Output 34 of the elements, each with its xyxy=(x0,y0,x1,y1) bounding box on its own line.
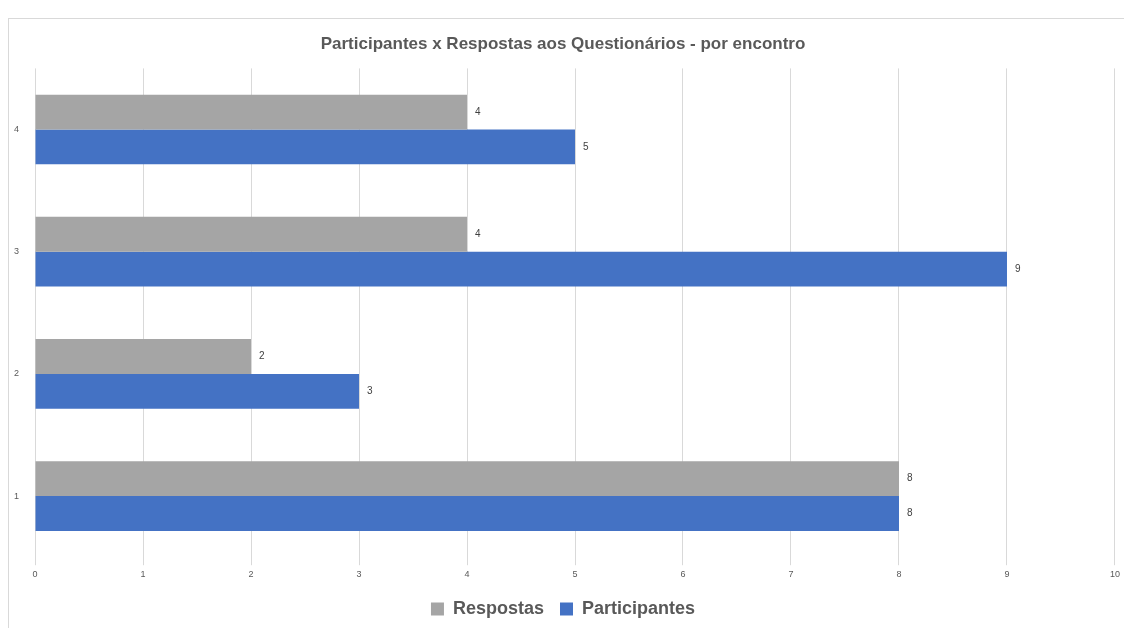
data-label: 3 xyxy=(367,385,373,397)
y-tick-label: 1 xyxy=(13,490,20,501)
bar xyxy=(35,461,899,497)
x-tick-label: 8 xyxy=(896,569,902,580)
bar xyxy=(35,373,359,409)
x-tick-label: 10 xyxy=(1109,569,1120,580)
data-label: 2 xyxy=(259,350,265,362)
x-tick-label: 6 xyxy=(680,569,686,580)
x-tick-label: 1 xyxy=(140,569,146,580)
x-tick-label: 4 xyxy=(464,569,470,580)
data-label: 8 xyxy=(907,507,913,519)
data-label: 9 xyxy=(1015,262,1021,274)
bar xyxy=(35,339,251,374)
bar xyxy=(35,496,899,531)
y-tick-label: 2 xyxy=(13,368,20,379)
x-tick-label: 0 xyxy=(32,569,38,580)
y-tick-label: 4 xyxy=(13,123,20,134)
legend-label: Respostas xyxy=(452,597,545,618)
x-tick-label: 3 xyxy=(356,569,362,580)
data-label: 4 xyxy=(475,228,481,240)
x-tick-label: 7 xyxy=(788,569,794,580)
legend-label: Participantes xyxy=(582,597,696,618)
y-tick-label: 3 xyxy=(13,246,20,257)
bar xyxy=(35,94,467,130)
data-label: 5 xyxy=(583,140,589,152)
x-tick-label: 9 xyxy=(1004,569,1010,580)
data-label: 8 xyxy=(907,472,913,484)
data-label: 4 xyxy=(475,105,481,117)
bar xyxy=(35,216,467,252)
bar xyxy=(35,251,1007,287)
bar xyxy=(35,129,575,165)
chart-title: Participantes x Respostas aos Questionários - por encontro xyxy=(320,33,806,53)
x-tick-label: 5 xyxy=(572,569,578,580)
x-tick-label: 2 xyxy=(248,569,254,580)
